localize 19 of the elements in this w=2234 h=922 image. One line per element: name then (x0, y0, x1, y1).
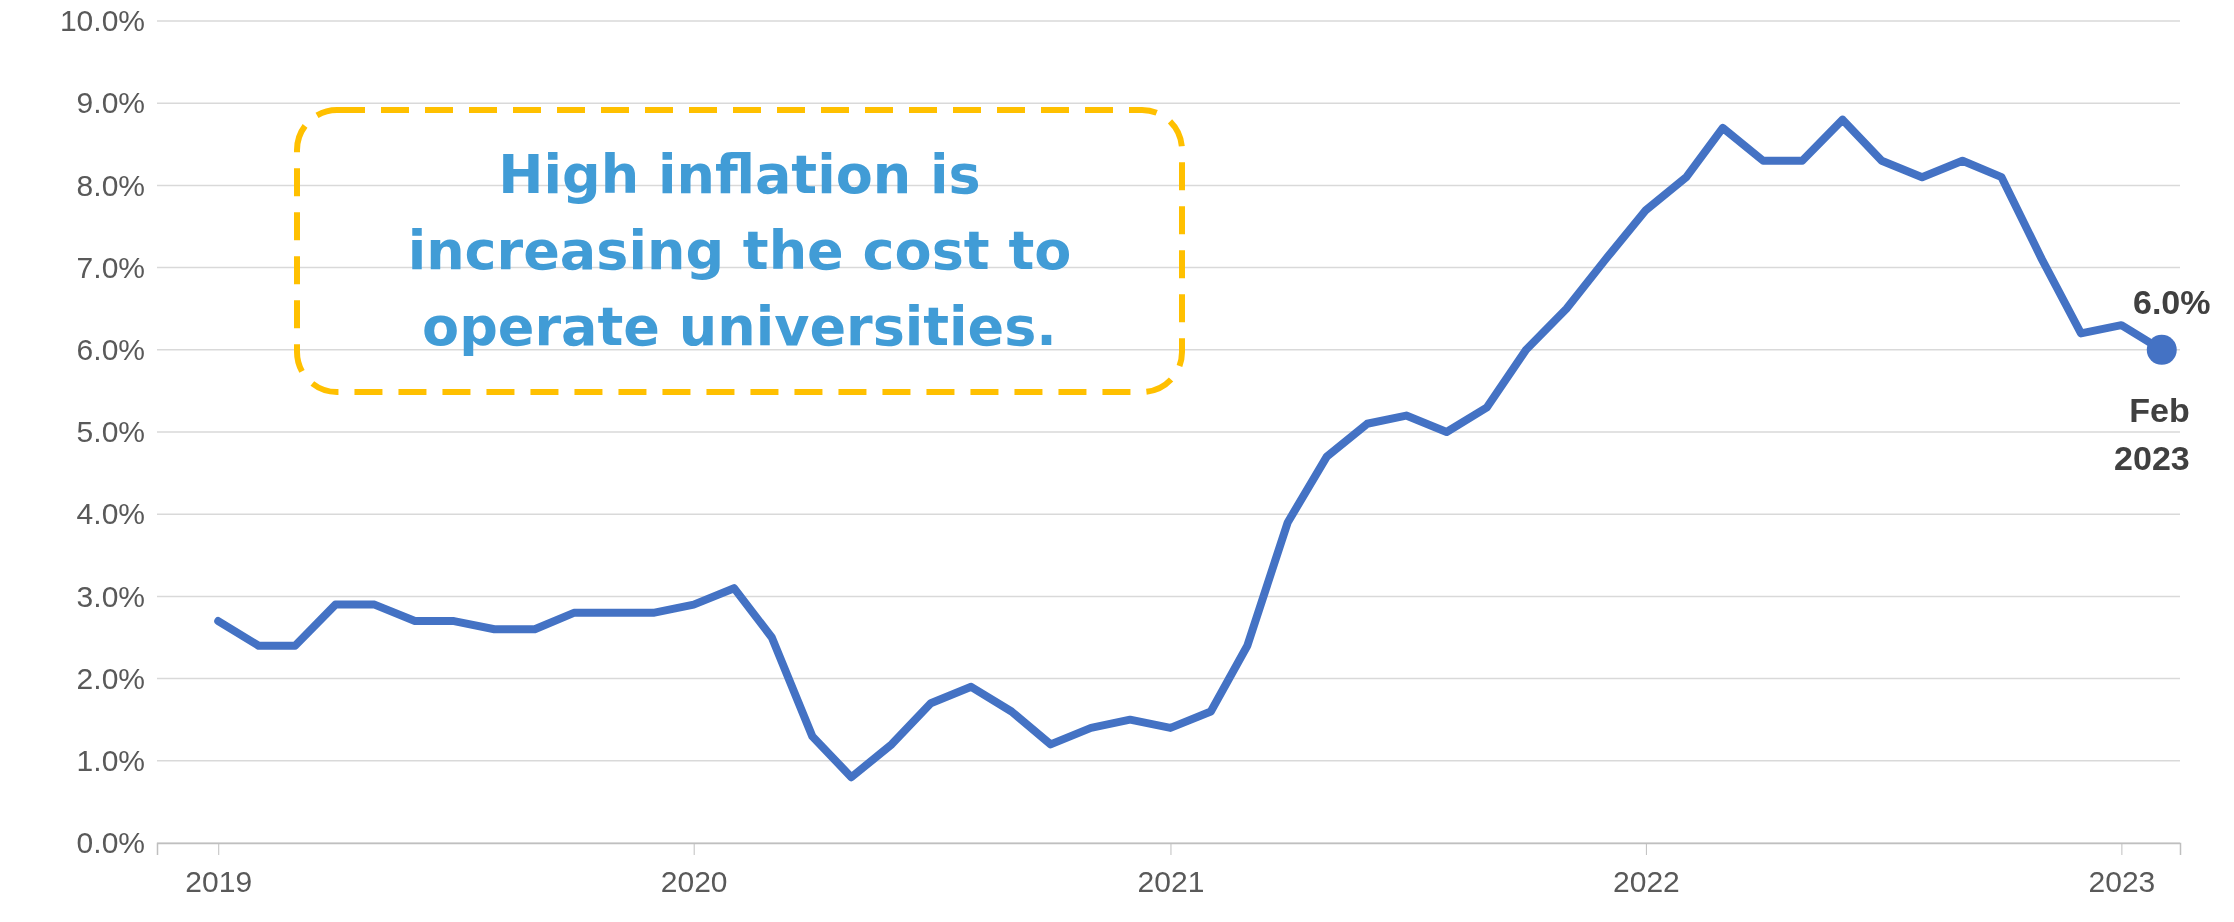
y-tick-label: 8.0% (76, 168, 145, 202)
y-tick-label: 7.0% (76, 250, 145, 284)
x-tick-label: 2019 (185, 865, 253, 899)
x-tick-label: 2023 (2088, 865, 2156, 899)
x-tick-label: 2020 (660, 865, 728, 899)
y-tick-label: 6.0% (76, 332, 145, 366)
y-tick-label: 4.0% (76, 497, 145, 531)
y-tick-label: 0.0% (76, 826, 145, 860)
annotation: 6.0% (2133, 282, 2211, 321)
y-tick-label: 9.0% (76, 86, 145, 120)
x-tick-label: 2021 (1137, 865, 1205, 899)
y-tick-label: 2.0% (76, 661, 145, 695)
annotation: High inflation is increasing the cost to operate universities. (407, 143, 1072, 358)
y-tick-label: 1.0% (76, 743, 145, 777)
y-tick-label: 3.0% (76, 579, 145, 613)
y-tick-label: 5.0% (76, 415, 145, 449)
x-tick-label: 2022 (1613, 865, 1680, 899)
annotation: Feb 2023 (2114, 390, 2190, 477)
y-tick-label: 10.0% (59, 4, 145, 38)
